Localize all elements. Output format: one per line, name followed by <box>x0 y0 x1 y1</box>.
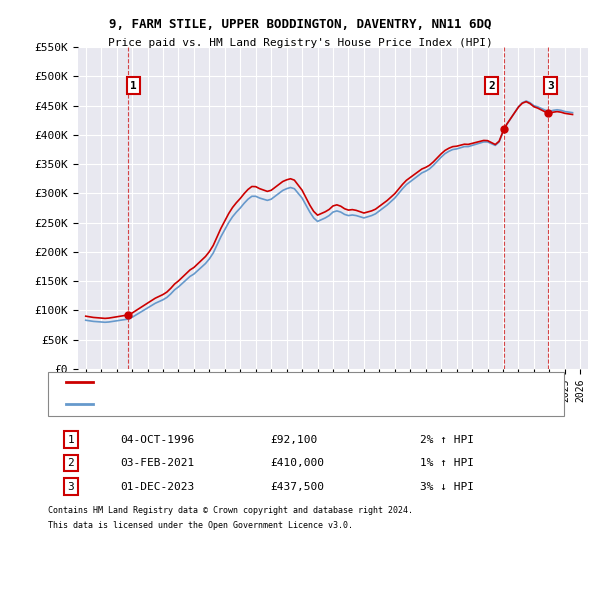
Text: 2% ↑ HPI: 2% ↑ HPI <box>420 435 474 444</box>
Text: HPI: Average price, detached house, West Northamptonshire: HPI: Average price, detached house, West… <box>96 399 403 408</box>
Text: This data is licensed under the Open Government Licence v3.0.: This data is licensed under the Open Gov… <box>48 520 353 530</box>
Text: 03-FEB-2021: 03-FEB-2021 <box>120 458 194 468</box>
Text: 3: 3 <box>67 482 74 491</box>
Text: 9, FARM STILE, UPPER BODDINGTON, DAVENTRY, NN11 6DQ: 9, FARM STILE, UPPER BODDINGTON, DAVENTR… <box>109 18 491 31</box>
Text: Contains HM Land Registry data © Crown copyright and database right 2024.: Contains HM Land Registry data © Crown c… <box>48 506 413 515</box>
Text: £437,500: £437,500 <box>270 482 324 491</box>
Text: £92,100: £92,100 <box>270 435 317 444</box>
Text: 2: 2 <box>67 458 74 468</box>
Text: 01-DEC-2023: 01-DEC-2023 <box>120 482 194 491</box>
Text: 1% ↑ HPI: 1% ↑ HPI <box>420 458 474 468</box>
Text: 3: 3 <box>547 81 554 91</box>
Text: 1: 1 <box>67 435 74 444</box>
Text: £410,000: £410,000 <box>270 458 324 468</box>
Text: 2: 2 <box>488 81 495 91</box>
Text: 04-OCT-1996: 04-OCT-1996 <box>120 435 194 444</box>
Text: 1: 1 <box>130 81 137 91</box>
Text: 9, FARM STILE, UPPER BODDINGTON, DAVENTRY, NN11 6DQ (detached house): 9, FARM STILE, UPPER BODDINGTON, DAVENTR… <box>96 378 461 387</box>
Text: 3% ↓ HPI: 3% ↓ HPI <box>420 482 474 491</box>
Text: Price paid vs. HM Land Registry's House Price Index (HPI): Price paid vs. HM Land Registry's House … <box>107 38 493 48</box>
